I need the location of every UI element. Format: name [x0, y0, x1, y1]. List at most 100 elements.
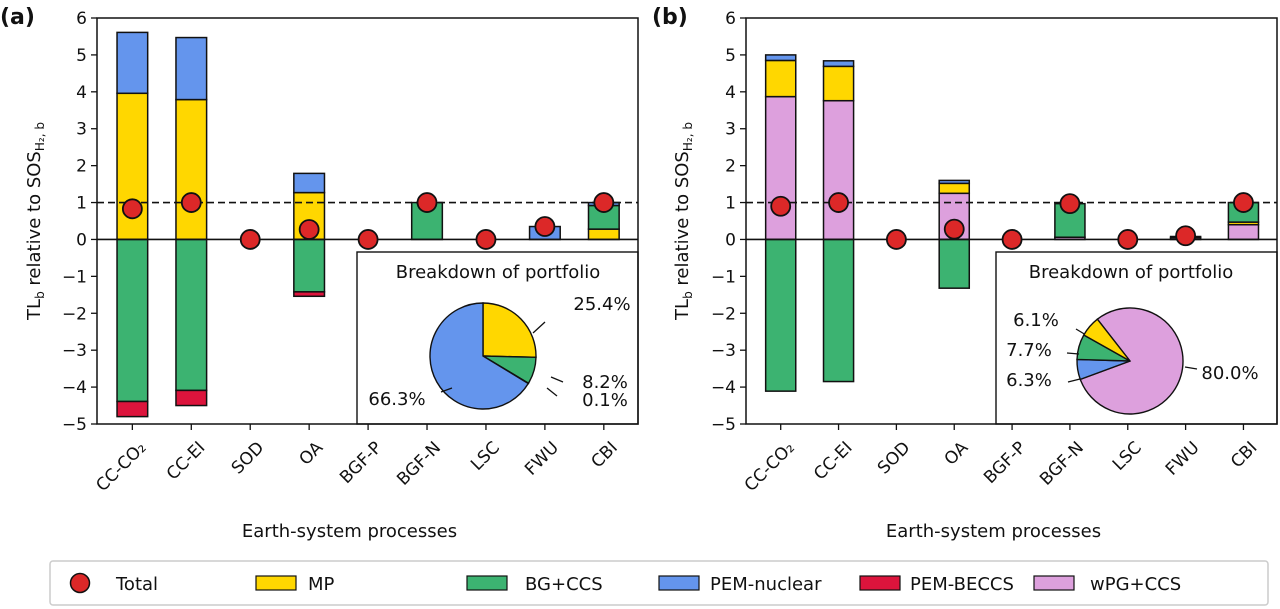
bar-segment-mp [764, 59, 797, 98]
x-tick-label: LSC [1109, 438, 1146, 475]
bar-segment-bgccs [764, 238, 797, 392]
bar-segment-pembeccs [116, 400, 149, 418]
y-label-main: TL [672, 299, 693, 321]
legend-swatch [859, 575, 901, 591]
legend-item-total: Total [69, 572, 158, 595]
x-tick-label: CC-EI [810, 438, 856, 484]
bar-segment-bgccs [293, 238, 326, 293]
bar-segment-mp [175, 98, 208, 241]
y-label-sub: H₂, b [681, 122, 695, 151]
y-label-sub: b [681, 291, 695, 299]
pie-slice-mp [482, 302, 537, 359]
total-marker [1001, 229, 1023, 250]
y-label-sub: b [33, 291, 47, 299]
pie-label-leader [1067, 378, 1081, 383]
bar-segment-mp [822, 65, 855, 102]
legend-label: wPG+CCS [1090, 574, 1181, 595]
x-tick-label: SOD [874, 438, 914, 478]
x-tick-label: BGF-P [336, 438, 386, 488]
y-label-sub: H₂, b [33, 122, 47, 151]
legend-swatch [1033, 575, 1075, 591]
total-marker [943, 218, 965, 240]
legend-label: MP [308, 574, 335, 595]
panel-a: (a) 6 5 4 3 2 1 0 −1 −2 −3 −4 −5 TLb relative to SOSH… [0, 5, 639, 542]
bar-segment-mp [938, 182, 971, 195]
pie-label-leader [1184, 366, 1198, 370]
legend-label: PEM-BECCS [910, 574, 1014, 595]
total-marker [770, 195, 792, 217]
total-marker [1117, 229, 1139, 250]
legend-marker-circle [69, 572, 91, 594]
bar-segment-mp [587, 228, 620, 241]
y-tick-label: 5 [725, 46, 736, 66]
legend: Total MP BG+CCS PEM-nuclear PEM-BECCS wPG+CCS [49, 560, 1269, 606]
y-tick-label: 0 [725, 230, 736, 250]
y-tick-label: 4 [725, 83, 736, 103]
y-tick-label: −3 [711, 341, 736, 361]
y-tick-label: 4 [76, 83, 87, 103]
pie-label: 25.4% [573, 294, 630, 315]
y-tick-label: −3 [62, 341, 87, 361]
x-axis-label: Earth-system processes [242, 521, 457, 542]
x-axis-label: Earth-system processes [886, 521, 1101, 542]
total-marker [357, 229, 379, 250]
pie-label-leader [532, 321, 546, 334]
legend-label: BG+CCS [525, 574, 603, 595]
pie-label: 66.3% [368, 389, 425, 410]
pie-label: 8.2% [582, 372, 628, 393]
y-tick-label: −1 [62, 267, 87, 287]
legend-label: Total [115, 574, 158, 595]
y-tick-label: 1 [725, 194, 736, 214]
x-tick-label: SOD [228, 438, 268, 478]
pie-label-leader [1066, 352, 1080, 355]
y-tick-label: −5 [62, 415, 87, 435]
total-marker [1233, 192, 1254, 213]
axes-frame [96, 17, 639, 425]
y-tick-label: −5 [711, 415, 736, 435]
total-marker [828, 192, 849, 213]
bar-segment-wpgccs [764, 95, 797, 241]
x-tick-label: CC-EI [163, 438, 209, 484]
legend-label: PEM-nuclear [710, 574, 822, 595]
y-tick-label: −4 [711, 378, 736, 398]
pie-slice-mp [1082, 318, 1131, 362]
pie-label: 80.0% [1201, 363, 1258, 384]
legend-item-mp: MP [255, 574, 335, 595]
legend-item-wpgccs: wPG+CCS [1033, 574, 1181, 595]
bar-segment-bgccs [822, 238, 855, 383]
y-axis-label: TLb relative to SOSH₂, b [24, 122, 47, 321]
x-tick-label: FWU [1162, 438, 1204, 480]
bar-segment-pemnuclear [822, 60, 855, 68]
legend-swatch [658, 575, 700, 591]
bar-segment-pemnuclear [116, 31, 149, 95]
bar-segment-bgccs [175, 238, 208, 392]
total-marker [180, 192, 202, 213]
x-tick-label: CBI [588, 438, 622, 472]
panel-label: (a) [0, 5, 35, 30]
y-tick-label: 5 [76, 46, 87, 66]
legend-item-pembeccs: PEM-BECCS [859, 574, 1014, 595]
x-tick-label: CBI [1227, 438, 1261, 472]
y-tick-label: −2 [62, 304, 87, 324]
pie-label: 7.7% [1006, 340, 1052, 361]
y-tick-label: −4 [62, 378, 87, 398]
y-tick-label: 2 [725, 157, 736, 177]
legend-swatch [466, 575, 508, 591]
bar-segment-pemnuclear [175, 36, 208, 101]
x-tick-label: BGF-P [980, 438, 1030, 488]
x-tick-label: CC-CO₂ [92, 438, 150, 496]
y-tick-label: 6 [76, 9, 87, 29]
bar-segment-pembeccs [175, 389, 208, 407]
bar-segment-pemnuclear [293, 172, 326, 194]
panel-label: (b) [652, 5, 688, 30]
pie-label-leader [546, 387, 558, 397]
x-tick-label: CC-CO₂ [741, 438, 799, 496]
axes-frame [745, 17, 1278, 425]
y-tick-label: 0 [76, 230, 87, 250]
total-marker [121, 198, 143, 220]
legend-item-bgccs: BG+CCS [466, 574, 603, 595]
x-tick-label: BGF-N [1036, 438, 1088, 490]
inset-title: Breakdown of portfolio [396, 262, 601, 283]
total-marker [475, 229, 497, 250]
